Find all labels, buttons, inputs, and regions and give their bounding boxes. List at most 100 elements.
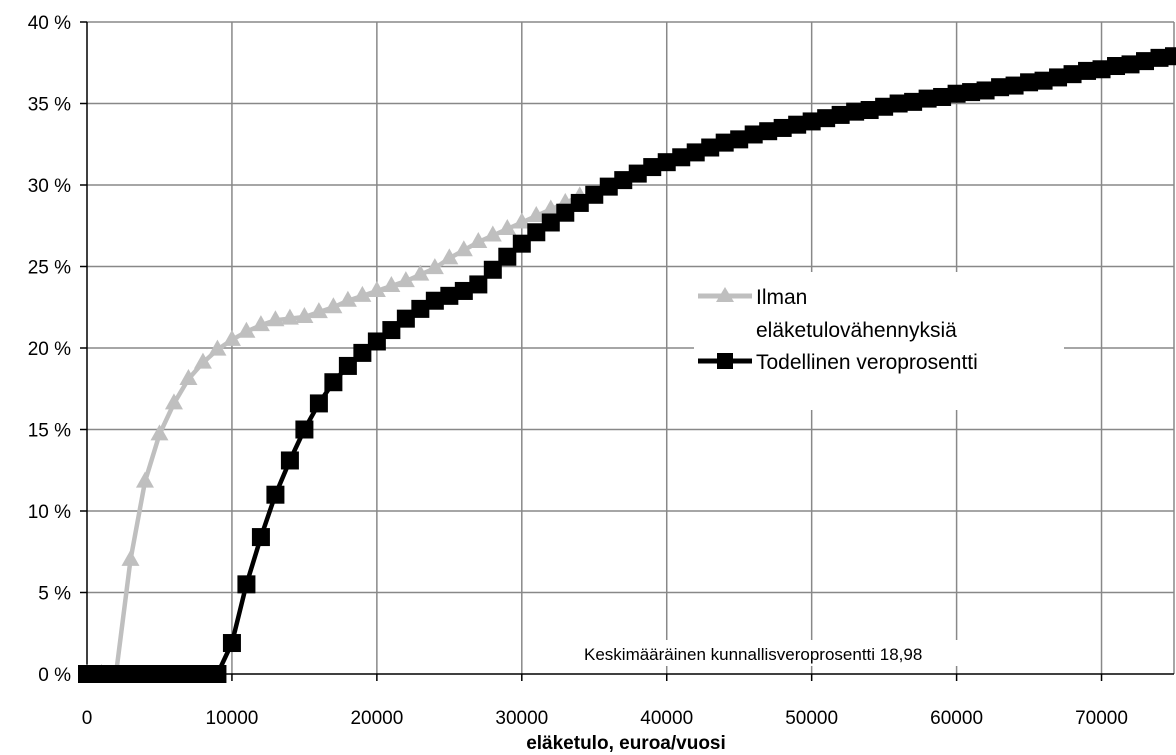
data-point-square — [135, 665, 154, 683]
y-tick-label: 25 % — [28, 258, 71, 279]
data-point-square — [440, 286, 459, 305]
y-tick-labels: 0 % 5 % 10 % 15 % 20 % 25 % 30 % 35 % 40 % — [28, 13, 71, 686]
data-point-square — [962, 83, 981, 102]
data-point-square — [1107, 57, 1126, 76]
data-point-square — [498, 247, 517, 266]
data-point-triangle — [309, 302, 328, 319]
data-point-square — [1005, 76, 1024, 95]
x-tick-label: 30000 — [495, 708, 548, 729]
data-point-square — [744, 125, 763, 144]
legend-gray-label-line2: eläketulovähennyksiä — [756, 319, 957, 342]
x-tick-label: 20000 — [350, 708, 403, 729]
data-point-square — [396, 309, 415, 328]
data-point-triangle — [367, 280, 386, 297]
y-tick-label: 20 % — [28, 339, 71, 360]
data-point-square — [237, 575, 256, 594]
data-point-triangle — [425, 258, 444, 275]
data-point-square — [1063, 65, 1082, 84]
data-point-square — [1165, 47, 1176, 66]
data-point-square — [164, 665, 183, 683]
data-point-square — [527, 223, 546, 242]
data-point-square — [106, 665, 125, 683]
data-point-triangle — [251, 315, 270, 332]
data-point-square — [846, 102, 865, 121]
data-point-square — [643, 158, 662, 177]
x-tick-label: 0 — [82, 708, 93, 729]
data-point-square — [976, 81, 995, 100]
data-point-square — [367, 332, 386, 351]
y-tick-label: 15 % — [28, 421, 71, 442]
y-tick-label: 35 % — [28, 95, 71, 116]
x-tick-label: 40000 — [640, 708, 693, 729]
data-point-square — [309, 394, 328, 413]
series-group — [78, 47, 1176, 683]
data-point-triangle — [382, 276, 401, 293]
data-point-triangle — [179, 368, 198, 385]
data-point-square — [889, 94, 908, 113]
data-point-square — [193, 665, 212, 683]
data-point-square — [411, 299, 430, 318]
data-point-square — [701, 138, 720, 157]
data-point-triangle — [237, 321, 256, 338]
data-point-square — [556, 203, 575, 222]
data-point-square — [338, 356, 357, 375]
y-tick-label: 0 % — [38, 665, 71, 686]
y-tick-label: 10 % — [28, 502, 71, 523]
data-point-square — [672, 148, 691, 167]
data-point-triangle — [454, 240, 473, 257]
data-point-square — [512, 234, 531, 253]
x-tick-labels: 0 10000 20000 30000 40000 50000 60000 70000 — [82, 708, 1128, 729]
data-point-square — [78, 665, 96, 683]
data-point-square — [860, 101, 879, 120]
data-point-square — [802, 112, 821, 131]
data-point-triangle — [512, 212, 531, 229]
y-tick-label: 30 % — [28, 176, 71, 197]
data-point-square — [817, 109, 836, 128]
data-point-square — [1136, 52, 1155, 71]
data-point-square — [1034, 71, 1053, 90]
data-point-square — [121, 665, 140, 683]
x-tick-label: 70000 — [1075, 708, 1128, 729]
data-point-square — [875, 97, 894, 116]
data-point-square — [483, 260, 502, 279]
data-point-square — [904, 92, 923, 111]
axes — [80, 21, 1174, 681]
data-point-square — [788, 115, 807, 134]
data-point-triangle — [483, 225, 502, 242]
data-point-square — [628, 164, 647, 183]
data-point-square — [266, 485, 285, 504]
data-point-square — [1020, 73, 1039, 92]
x-tick-label: 50000 — [785, 708, 838, 729]
x-axis-title: eläketulo, euroa/vuosi — [526, 733, 726, 754]
data-point-triangle — [411, 264, 430, 281]
data-point-square — [382, 321, 401, 340]
data-point-triangle — [135, 471, 154, 488]
data-point-triangle — [150, 424, 169, 441]
data-point-square — [686, 143, 705, 162]
data-point-square — [715, 133, 734, 152]
data-point-square — [222, 634, 241, 653]
data-point-square — [614, 171, 633, 190]
data-point-square — [1150, 48, 1169, 67]
legend-triangle-icon — [716, 287, 734, 302]
data-point-triangle — [469, 232, 488, 249]
data-point-square — [324, 373, 343, 392]
legend-background — [694, 272, 1064, 410]
data-point-square — [92, 665, 111, 683]
data-point-triangle — [295, 307, 314, 324]
data-point-square — [454, 281, 473, 300]
legend-gray-label-line1: Ilman — [756, 286, 807, 309]
data-point-triangle — [266, 310, 285, 327]
data-point-square — [179, 665, 198, 683]
x-tick-label: 60000 — [930, 708, 983, 729]
legend-entry-black: Todellinen veroprosentti — [698, 351, 978, 374]
data-point-square — [425, 291, 444, 310]
data-point-square — [469, 275, 488, 294]
data-point-triangle — [498, 219, 517, 236]
data-point-square — [947, 84, 966, 103]
series-todellinen-veroprosentti — [78, 47, 1176, 683]
data-point-square — [251, 528, 270, 547]
data-point-triangle — [541, 199, 560, 216]
data-point-square — [585, 185, 604, 204]
